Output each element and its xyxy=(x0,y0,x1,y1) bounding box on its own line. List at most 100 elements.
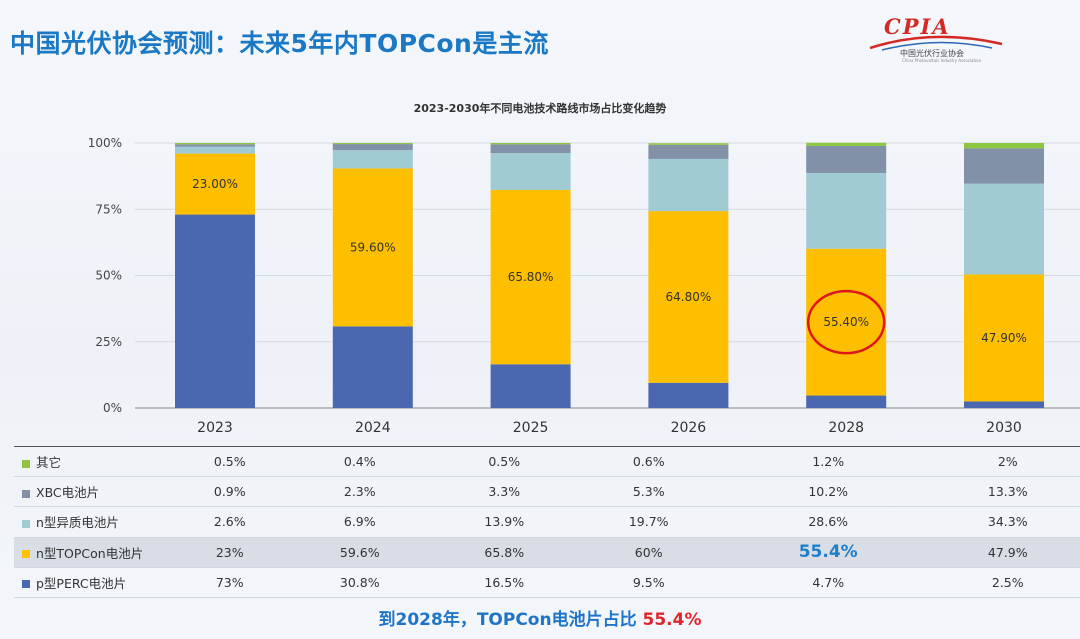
bar-segment xyxy=(806,248,887,396)
legend-swatch-icon xyxy=(22,580,30,589)
bar-segment xyxy=(964,401,1044,408)
bar-segment xyxy=(490,143,571,145)
bar-segment xyxy=(490,153,571,190)
table-cell: 59.6% xyxy=(287,537,432,568)
table-row: n型异质电池片 2.6% 6.9% 13.9% 19.7% 28.6% 34.3% xyxy=(14,506,1080,538)
y-tick-label: 0% xyxy=(103,401,122,415)
table-cell: 30.8% xyxy=(287,567,432,598)
row-label: n型异质电池片 xyxy=(36,515,119,531)
table-cell: 0.5% xyxy=(172,447,288,478)
bar-segment xyxy=(332,144,413,151)
page-title: 中国光伏协会预测：未来5年内TOPCon是主流 xyxy=(10,29,549,58)
bar-segment xyxy=(964,274,1044,402)
y-tick-label: 25% xyxy=(95,335,122,349)
cell-value: 60% xyxy=(634,544,663,560)
cell-value: 5.3% xyxy=(632,484,665,500)
table-cell: 2.5% xyxy=(935,567,1080,598)
cell-value: 2.3% xyxy=(343,484,376,500)
bar-segment xyxy=(175,146,255,154)
bar-segment xyxy=(175,144,255,147)
x-tick-label: 2030 xyxy=(986,420,1022,436)
bar-data-label: 64.80% xyxy=(666,290,712,304)
table-cell: 0.4% xyxy=(287,447,432,478)
cell-value: 13.3% xyxy=(987,484,1028,500)
cell-value: 19.7% xyxy=(628,514,669,530)
cell-value: 23% xyxy=(215,544,244,560)
bar-data-label: 23.00% xyxy=(192,177,238,191)
cell-value: 30.8% xyxy=(339,574,380,590)
table-row: p型PERC电池片 73% 30.8% 16.5% 9.5% 4.7% 2.5% xyxy=(14,567,1080,598)
row-label: p型PERC电池片 xyxy=(36,575,127,591)
cell-value: 10.2% xyxy=(808,484,849,500)
row-label-cell: n型异质电池片 xyxy=(14,506,172,538)
cell-value: 73% xyxy=(215,574,244,590)
bar-segment xyxy=(332,168,413,327)
row-label-cell: 其它 xyxy=(14,447,172,478)
table-cell: 5.3% xyxy=(576,476,721,508)
y-tick-label: 100% xyxy=(88,136,122,150)
cell-value: 2.6% xyxy=(213,514,246,530)
row-label: n型TOPCon电池片 xyxy=(36,545,144,561)
footer-text: 到2028年，TOPCon电池片占比 xyxy=(378,610,637,630)
bar-segment xyxy=(332,326,413,408)
cell-value: 4.7% xyxy=(812,574,845,590)
table-cell: 60% xyxy=(576,537,721,568)
bar-segment xyxy=(490,189,571,365)
table-cell: 0.5% xyxy=(432,447,577,478)
table-row: n型TOPCon电池片 23% 59.6% 65.8% 60% 55.4% 47.9% xyxy=(14,537,1080,568)
x-tick-label: 2028 xyxy=(828,420,864,436)
bar-segment xyxy=(175,143,255,145)
bar-segment xyxy=(964,148,1044,184)
cell-value: 47.9% xyxy=(987,544,1028,560)
bar-segment xyxy=(175,153,255,215)
cell-value: 34.3% xyxy=(987,514,1028,530)
bar-segment xyxy=(490,364,571,408)
y-tick-label: 75% xyxy=(95,202,122,216)
legend-swatch-icon xyxy=(22,550,30,559)
x-tick-label: 2025 xyxy=(513,420,549,436)
cell-value: 0.6% xyxy=(632,454,665,470)
bar-segment xyxy=(648,211,729,383)
bar-segment xyxy=(648,144,729,159)
table-cell: 23% xyxy=(172,537,288,568)
bar-segment xyxy=(490,144,571,154)
logo-name: 中国光伏行业协会 xyxy=(900,49,964,58)
table-cell: 2.6% xyxy=(172,506,288,538)
cell-value: 6.9% xyxy=(343,514,376,530)
table-cell: 9.5% xyxy=(576,567,721,598)
bar-segment xyxy=(806,172,887,249)
table-cell: 19.7% xyxy=(576,506,721,538)
cell-value: 1.2% xyxy=(812,454,845,470)
cpia-logo: CPIA 中国光伏行业协会 China Photovoltaic Industr… xyxy=(862,14,1012,64)
table-cell: 13.9% xyxy=(432,506,577,538)
cell-value: 28.6% xyxy=(808,514,849,530)
logo-name-en: China Photovoltaic Industry Association xyxy=(902,58,982,63)
highlight-circle xyxy=(806,289,886,355)
cell-value: 13.9% xyxy=(484,514,525,530)
bar-segment xyxy=(175,214,255,408)
cell-value: 0.9% xyxy=(213,484,246,500)
table-row: XBC电池片 0.9% 2.3% 3.3% 5.3% 10.2% 13.3% xyxy=(14,476,1080,508)
bar-segment xyxy=(648,382,729,408)
cell-value: 2% xyxy=(997,454,1018,470)
stacked-bar-chart: 0% 25% 50% 75% 100% 23.00% 2023 59.60% 2024 65.80… xyxy=(88,136,1080,436)
bar-segment xyxy=(806,145,887,173)
bar-data-label: 65.80% xyxy=(508,270,554,284)
table-cell: 34.3% xyxy=(935,506,1080,538)
legend-swatch-icon xyxy=(22,459,30,468)
row-label: 其它 xyxy=(36,455,62,471)
table-cell: 0.9% xyxy=(172,476,288,508)
y-tick-label: 50% xyxy=(95,269,122,283)
table-cell: 55.4% xyxy=(720,537,936,568)
data-table: 其它 0.5% 0.4% 0.5% 0.6% 1.2% 2% XBC电池片 0.9% 2.3% 3.… xyxy=(14,447,1080,598)
x-tick-label: 2023 xyxy=(197,420,233,436)
cell-value: 55.4% xyxy=(798,542,858,563)
x-tick-label: 2024 xyxy=(355,420,391,436)
table-cell: 65.8% xyxy=(432,537,577,568)
footer-value: 55.4% xyxy=(642,610,702,630)
logo-swoosh-icon xyxy=(869,35,1003,51)
bar-data-label: 55.40% xyxy=(823,315,869,329)
bar-segment xyxy=(332,143,413,145)
cell-value: 0.5% xyxy=(488,454,521,470)
cell-value: 65.8% xyxy=(484,544,525,560)
